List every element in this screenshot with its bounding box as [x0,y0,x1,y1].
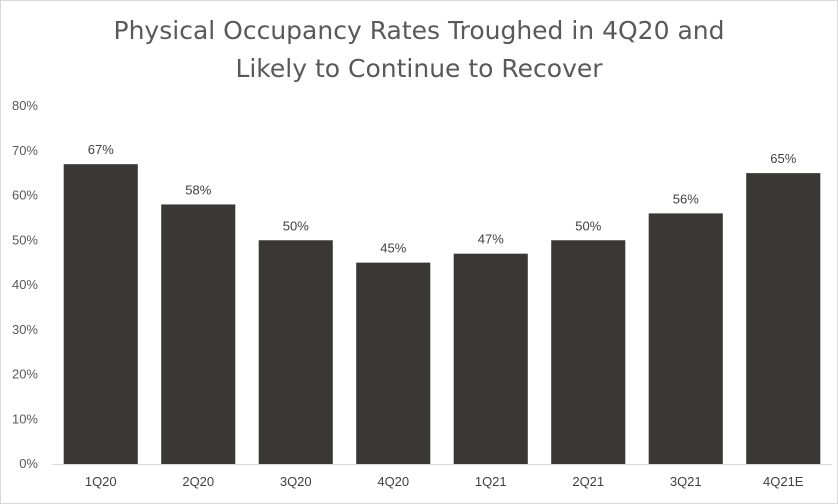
bar-3q21 [648,213,723,464]
y-tick-label: 20% [12,367,38,382]
data-label-2q21: 50% [575,218,601,233]
x-tick-label: 2Q20 [182,474,214,489]
data-label-4q21e: 65% [770,151,796,166]
data-label-2q20: 58% [185,182,211,197]
bar-3q20 [258,240,333,464]
x-axis: 1Q20 2Q20 3Q20 4Q20 1Q21 2Q21 3Q21 4Q21E [85,474,804,489]
chart-title-line-2: Likely to Continue to Recover [235,54,603,83]
x-tick-label: 3Q21 [670,474,702,489]
bar-2q21 [551,240,626,464]
y-tick-label: 80% [12,98,38,113]
y-tick-label: 30% [12,322,38,337]
bar-4q21e [746,173,821,464]
y-tick-label: 70% [12,143,38,158]
x-tick-label: 1Q21 [475,474,507,489]
chart-title-line-1: Physical Occupancy Rates Troughed in 4Q2… [113,16,725,45]
data-labels: 67% 58% 50% 45% 47% 50% 56% 65% [88,142,797,255]
x-tick-label: 1Q20 [85,474,117,489]
bars [63,164,821,465]
y-tick-label: 40% [12,277,38,292]
bar-1q20 [63,164,138,465]
y-tick-label: 10% [12,411,38,426]
data-label-1q21: 47% [478,232,504,247]
x-tick-label: 4Q21E [763,474,804,489]
bar-4q20 [356,262,431,464]
x-tick-label: 3Q20 [280,474,312,489]
x-tick-label: 2Q21 [572,474,604,489]
data-label-3q20: 50% [283,218,309,233]
y-tick-label: 50% [12,232,38,247]
y-axis: 0% 10% 20% 30% 40% 50% 60% 70% 80% [12,98,832,471]
data-label-1q20: 67% [88,142,114,157]
bar-2q20 [161,204,236,464]
data-label-3q21: 56% [673,191,699,206]
y-tick-label: 0% [19,456,38,471]
data-label-4q20: 45% [380,241,406,256]
x-tick-label: 4Q20 [377,474,409,489]
bar-1q21 [453,253,528,464]
y-tick-label: 60% [12,188,38,203]
chart-title: Physical Occupancy Rates Troughed in 4Q2… [0,12,838,88]
